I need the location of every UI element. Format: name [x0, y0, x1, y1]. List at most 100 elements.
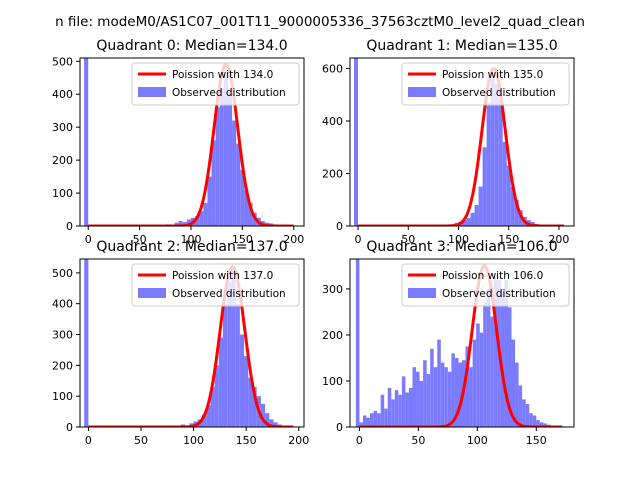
- histogram-bar: [206, 405, 211, 427]
- subplot-quadrant-3: Quadrant 3: Median=106.0 0 50 100 150 0 100 200…: [322, 239, 575, 447]
- histogram-bar: [248, 202, 253, 226]
- x-tick-label: 50: [411, 434, 425, 447]
- histogram-bar: [211, 140, 216, 226]
- histogram-bar: [486, 288, 491, 427]
- subplot-title: Quadrant 2: Median=137.0: [96, 239, 287, 255]
- legend-hist-label: Observed distribution: [442, 87, 556, 99]
- subplot-title: Quadrant 1: Median=135.0: [366, 38, 557, 54]
- axes-frame: [349, 57, 575, 227]
- histogram-bar: [515, 362, 519, 427]
- y-tick-label: 200: [52, 359, 73, 372]
- y-tick-label: 300: [52, 121, 73, 134]
- plot-area: [355, 259, 564, 427]
- x-tick-label: 100: [180, 233, 201, 246]
- x-tick-label: 0: [85, 434, 92, 447]
- histogram-bar: [426, 374, 431, 427]
- legend: Poission with 135.0 Observed distribution: [401, 62, 570, 106]
- y-tick-label: 400: [52, 88, 73, 101]
- histogram-bar: [240, 170, 245, 226]
- x-tick-label: 150: [236, 434, 257, 447]
- histogram-bar: [201, 414, 207, 427]
- histogram-bar: [260, 403, 266, 427]
- histogram-bar: [203, 202, 208, 226]
- subplot-quadrant-2: Quadrant 2: Median=137.0 0 50 100 150 200 0 100…: [52, 239, 309, 447]
- histogram-bar: [244, 356, 249, 427]
- histogram-bar: [265, 413, 270, 427]
- histogram-bar: [479, 332, 484, 427]
- histogram-bar: [235, 303, 240, 427]
- histogram-bar: [510, 186, 515, 226]
- histogram-bar: [525, 403, 530, 427]
- histogram-bar: [543, 423, 547, 427]
- histogram-bar: [504, 279, 508, 427]
- histogram-bar: [507, 307, 512, 427]
- axes-frame: [79, 258, 305, 428]
- y-tick-label: 300: [52, 329, 73, 342]
- histogram-bar: [362, 415, 367, 427]
- histogram-bar: [412, 367, 417, 427]
- histogram-bar: [529, 413, 533, 427]
- histogram-bar: [408, 387, 413, 427]
- histogram-bar: [269, 419, 274, 427]
- y-tick-label: 400: [322, 115, 343, 128]
- suptitle: n file: modeM0/AS1C07_001T11_9000005336_…: [55, 14, 585, 30]
- x-tick-label: 150: [498, 233, 519, 246]
- legend: Poission with 137.0 Observed distribution: [131, 263, 300, 307]
- histogram-bar: [416, 371, 420, 427]
- y-tick-label: 200: [52, 154, 73, 167]
- histogram-bar: [174, 222, 179, 226]
- poisson-fit-line: [87, 265, 295, 427]
- legend-hist-swatch: [138, 288, 166, 298]
- y-tick-label: 0: [336, 220, 343, 233]
- x-tick-label: 50: [401, 233, 415, 246]
- histogram-bar: [447, 371, 452, 427]
- legend-fit-label: Poission with 137.0: [172, 270, 273, 282]
- legend-hist-label: Observed distribution: [172, 87, 286, 99]
- histogram-bar: [469, 367, 473, 427]
- histogram-bar: [215, 107, 220, 226]
- histogram-bar: [430, 348, 434, 427]
- x-tick-label: 100: [467, 434, 488, 447]
- legend-hist-label: Observed distribution: [172, 288, 286, 300]
- histogram-bar: [437, 339, 441, 427]
- legend-box: [131, 62, 300, 106]
- legend: Poission with 134.0 Observed distribution: [131, 62, 300, 106]
- histogram-bar: [500, 288, 505, 427]
- histogram-bar: [370, 413, 374, 427]
- histogram-bar: [195, 216, 200, 226]
- histogram-bar: [466, 218, 471, 226]
- legend-hist-swatch: [408, 288, 436, 298]
- x-tick-label: 50: [133, 233, 147, 246]
- histogram-bar: [518, 385, 523, 427]
- y-tick-label: 100: [322, 375, 343, 388]
- axes-frame: [79, 57, 305, 227]
- plot-area: [84, 259, 295, 427]
- histogram-bar: [366, 417, 371, 427]
- histogram-bar: [273, 422, 278, 427]
- histogram-bar: [490, 316, 494, 427]
- histogram-bar: [384, 408, 388, 427]
- histogram-bar: [462, 220, 467, 226]
- histogram-bar: [490, 76, 495, 226]
- histogram-bar: [474, 205, 479, 226]
- histogram-bar: [423, 360, 427, 427]
- x-tick-label: 150: [526, 434, 547, 447]
- histogram-bar: [401, 376, 406, 427]
- y-tick-label: 400: [52, 298, 73, 311]
- y-tick-label: 0: [336, 421, 343, 434]
- histogram-bar: [373, 410, 378, 427]
- histogram-bar: [482, 147, 487, 226]
- histogram-bar: [232, 120, 237, 226]
- histogram-bar: [244, 189, 249, 226]
- histogram-bar: [199, 211, 204, 226]
- y-tick-label: 100: [52, 390, 73, 403]
- histogram-bar: [506, 165, 511, 226]
- histogram-bar: [483, 302, 487, 427]
- x-tick-label: 200: [288, 434, 309, 447]
- histogram-bar: [493, 275, 498, 427]
- histogram-bar: [252, 386, 257, 427]
- legend: Poission with 106.0 Observed distribution: [401, 263, 570, 307]
- histogram-bar: [454, 357, 459, 427]
- legend-box: [401, 263, 570, 307]
- plot-area: [84, 58, 295, 226]
